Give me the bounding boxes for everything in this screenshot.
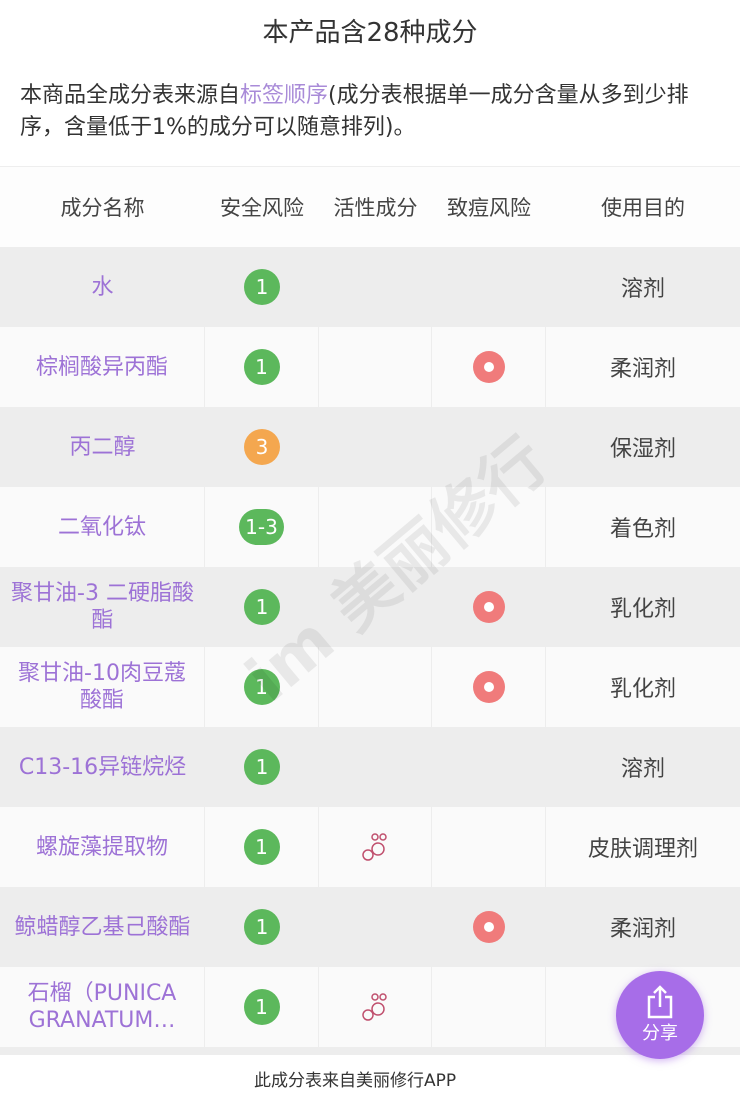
active-ingredient-icon — [362, 833, 387, 861]
header-purpose: 使用目的 — [601, 196, 685, 220]
ingredient-name[interactable]: 鲸蜡醇乙基己酸酯 — [14, 914, 191, 940]
active-cell — [319, 487, 431, 567]
header-acne: 致痘风险 — [447, 196, 531, 220]
active-cell — [319, 807, 431, 887]
ingredient-name[interactable]: 丙二醇 — [69, 434, 136, 460]
active-cell — [319, 327, 431, 407]
purpose: 皮肤调理剂 — [546, 807, 740, 887]
safety-cell: 1 — [205, 807, 318, 887]
purpose: 柔润剂 — [609, 917, 676, 942]
ingredient-name[interactable]: 聚甘油-10肉豆蔻酸酯 — [0, 647, 204, 727]
description: 本商品全成分表来源自标签顺序(成分表根据单一成分含量从多到少排序，含量低于1%的… — [0, 66, 740, 166]
divider — [0, 166, 740, 167]
purpose: 柔润剂 — [546, 327, 740, 407]
share-icon — [647, 985, 673, 1019]
active-ingredient-icon — [362, 993, 387, 1021]
safety-badge: 1 — [243, 669, 280, 705]
safety-cell: 1 — [205, 887, 319, 967]
safety-badge: 1 — [244, 589, 280, 625]
safety-badge: 3 — [244, 429, 280, 465]
acne-cell — [432, 487, 545, 567]
table-row[interactable]: 棕榈酸异丙酯 1 柔润剂 — [0, 327, 740, 407]
safety-cell: 1 — [205, 647, 318, 727]
ingredient-name[interactable]: 石榴（PUNICA GRANATUM… — [0, 967, 204, 1047]
acne-risk-icon — [472, 351, 505, 383]
safety-badge: 1 — [243, 349, 280, 385]
safety-badge: 1-3 — [239, 509, 284, 545]
acne-cell — [432, 567, 546, 647]
acne-cell — [432, 647, 545, 727]
table-row[interactable]: 水 1 溶剂 — [0, 247, 740, 327]
label-order-link[interactable]: 标签顺序 — [240, 83, 329, 108]
safety-cell: 1 — [205, 247, 319, 327]
purpose: 着色剂 — [546, 487, 740, 567]
purpose: 溶剂 — [620, 757, 665, 782]
header-active: 活性成分 — [333, 196, 418, 220]
table-row[interactable]: 丙二醇 3 保湿剂 — [0, 407, 740, 487]
safety-cell: 1 — [205, 327, 318, 407]
page-title: 本产品含28种成分 — [262, 18, 478, 48]
safety-cell: 3 — [205, 407, 319, 487]
purpose: 乳化剂 — [609, 597, 676, 622]
desc-text: 本商品全成分表来源自 — [20, 83, 241, 108]
purpose: 保湿剂 — [609, 437, 676, 462]
acne-risk-icon — [473, 591, 505, 623]
safety-cell: 1 — [205, 967, 318, 1047]
safety-badge: 1 — [244, 749, 280, 785]
header-safety: 安全风险 — [220, 196, 304, 220]
ingredient-name[interactable]: 聚甘油-3 二硬脂酸酯 — [11, 581, 194, 633]
acne-cell — [432, 327, 545, 407]
share-label: 分享 — [642, 1023, 678, 1044]
header-name: 成分名称 — [60, 196, 145, 220]
table-row[interactable]: 鲸蜡醇乙基己酸酯 1 柔润剂 — [0, 887, 740, 967]
footer-text: 此成分表来自美丽修行APP — [254, 1071, 457, 1091]
safety-cell: 1-3 — [205, 487, 318, 567]
acne-cell — [432, 967, 545, 1047]
table-row[interactable]: 二氧化钛 1-3 着色剂 — [0, 487, 740, 567]
active-cell — [319, 567, 432, 647]
table-row[interactable]: C13-16异链烷烃 1 溶剂 — [0, 727, 740, 807]
desc-text-2: (成分表根据单一成分含量从多到少排序，含量低于1%的成分可以随意排列)。 — [20, 83, 689, 140]
safety-badge: 1 — [243, 829, 280, 865]
purpose: 乳化剂 — [546, 647, 740, 727]
acne-cell — [432, 887, 546, 967]
acne-risk-icon — [472, 671, 505, 703]
active-cell — [319, 647, 431, 727]
ingredient-name[interactable]: C13-16异链烷烃 — [18, 754, 187, 780]
ingredient-name[interactable]: 螺旋藻提取物 — [0, 807, 204, 887]
acne-risk-icon — [473, 911, 505, 943]
table-header: 成分名称 安全风险 活性成分 致痘风险 使用目的 — [0, 167, 740, 247]
safety-cell: 1 — [205, 727, 319, 807]
ingredient-name[interactable]: 二氧化钛 — [0, 487, 204, 567]
active-cell — [319, 727, 432, 807]
share-button[interactable]: 分享 — [616, 971, 704, 1059]
acne-cell — [432, 247, 546, 327]
safety-badge: 1 — [244, 909, 280, 945]
active-cell — [319, 407, 432, 487]
ingredient-table: 水 1 溶剂 棕榈酸异丙酯 1 柔润剂 丙二醇 3 保湿剂 二氧化钛 1-3 着色剂聚… — [0, 247, 740, 1047]
ingredient-name[interactable]: 水 — [91, 274, 114, 300]
safety-cell: 1 — [205, 567, 319, 647]
active-cell — [319, 967, 431, 1047]
acne-cell — [432, 407, 546, 487]
purpose: 溶剂 — [620, 277, 665, 302]
safety-badge: 1 — [244, 269, 280, 305]
acne-cell — [432, 807, 545, 887]
divider — [0, 1047, 740, 1055]
active-cell — [319, 247, 432, 327]
table-row[interactable]: 螺旋藻提取物 1 皮肤调理剂 — [0, 807, 740, 887]
safety-badge: 1 — [243, 989, 280, 1025]
table-row[interactable]: 聚甘油-3 二硬脂酸酯 1 乳化剂 — [0, 567, 740, 647]
ingredient-name[interactable]: 棕榈酸异丙酯 — [0, 327, 204, 407]
active-cell — [319, 887, 432, 967]
acne-cell — [432, 727, 546, 807]
table-row[interactable]: 聚甘油-10肉豆蔻酸酯 1 乳化剂 — [0, 647, 740, 727]
